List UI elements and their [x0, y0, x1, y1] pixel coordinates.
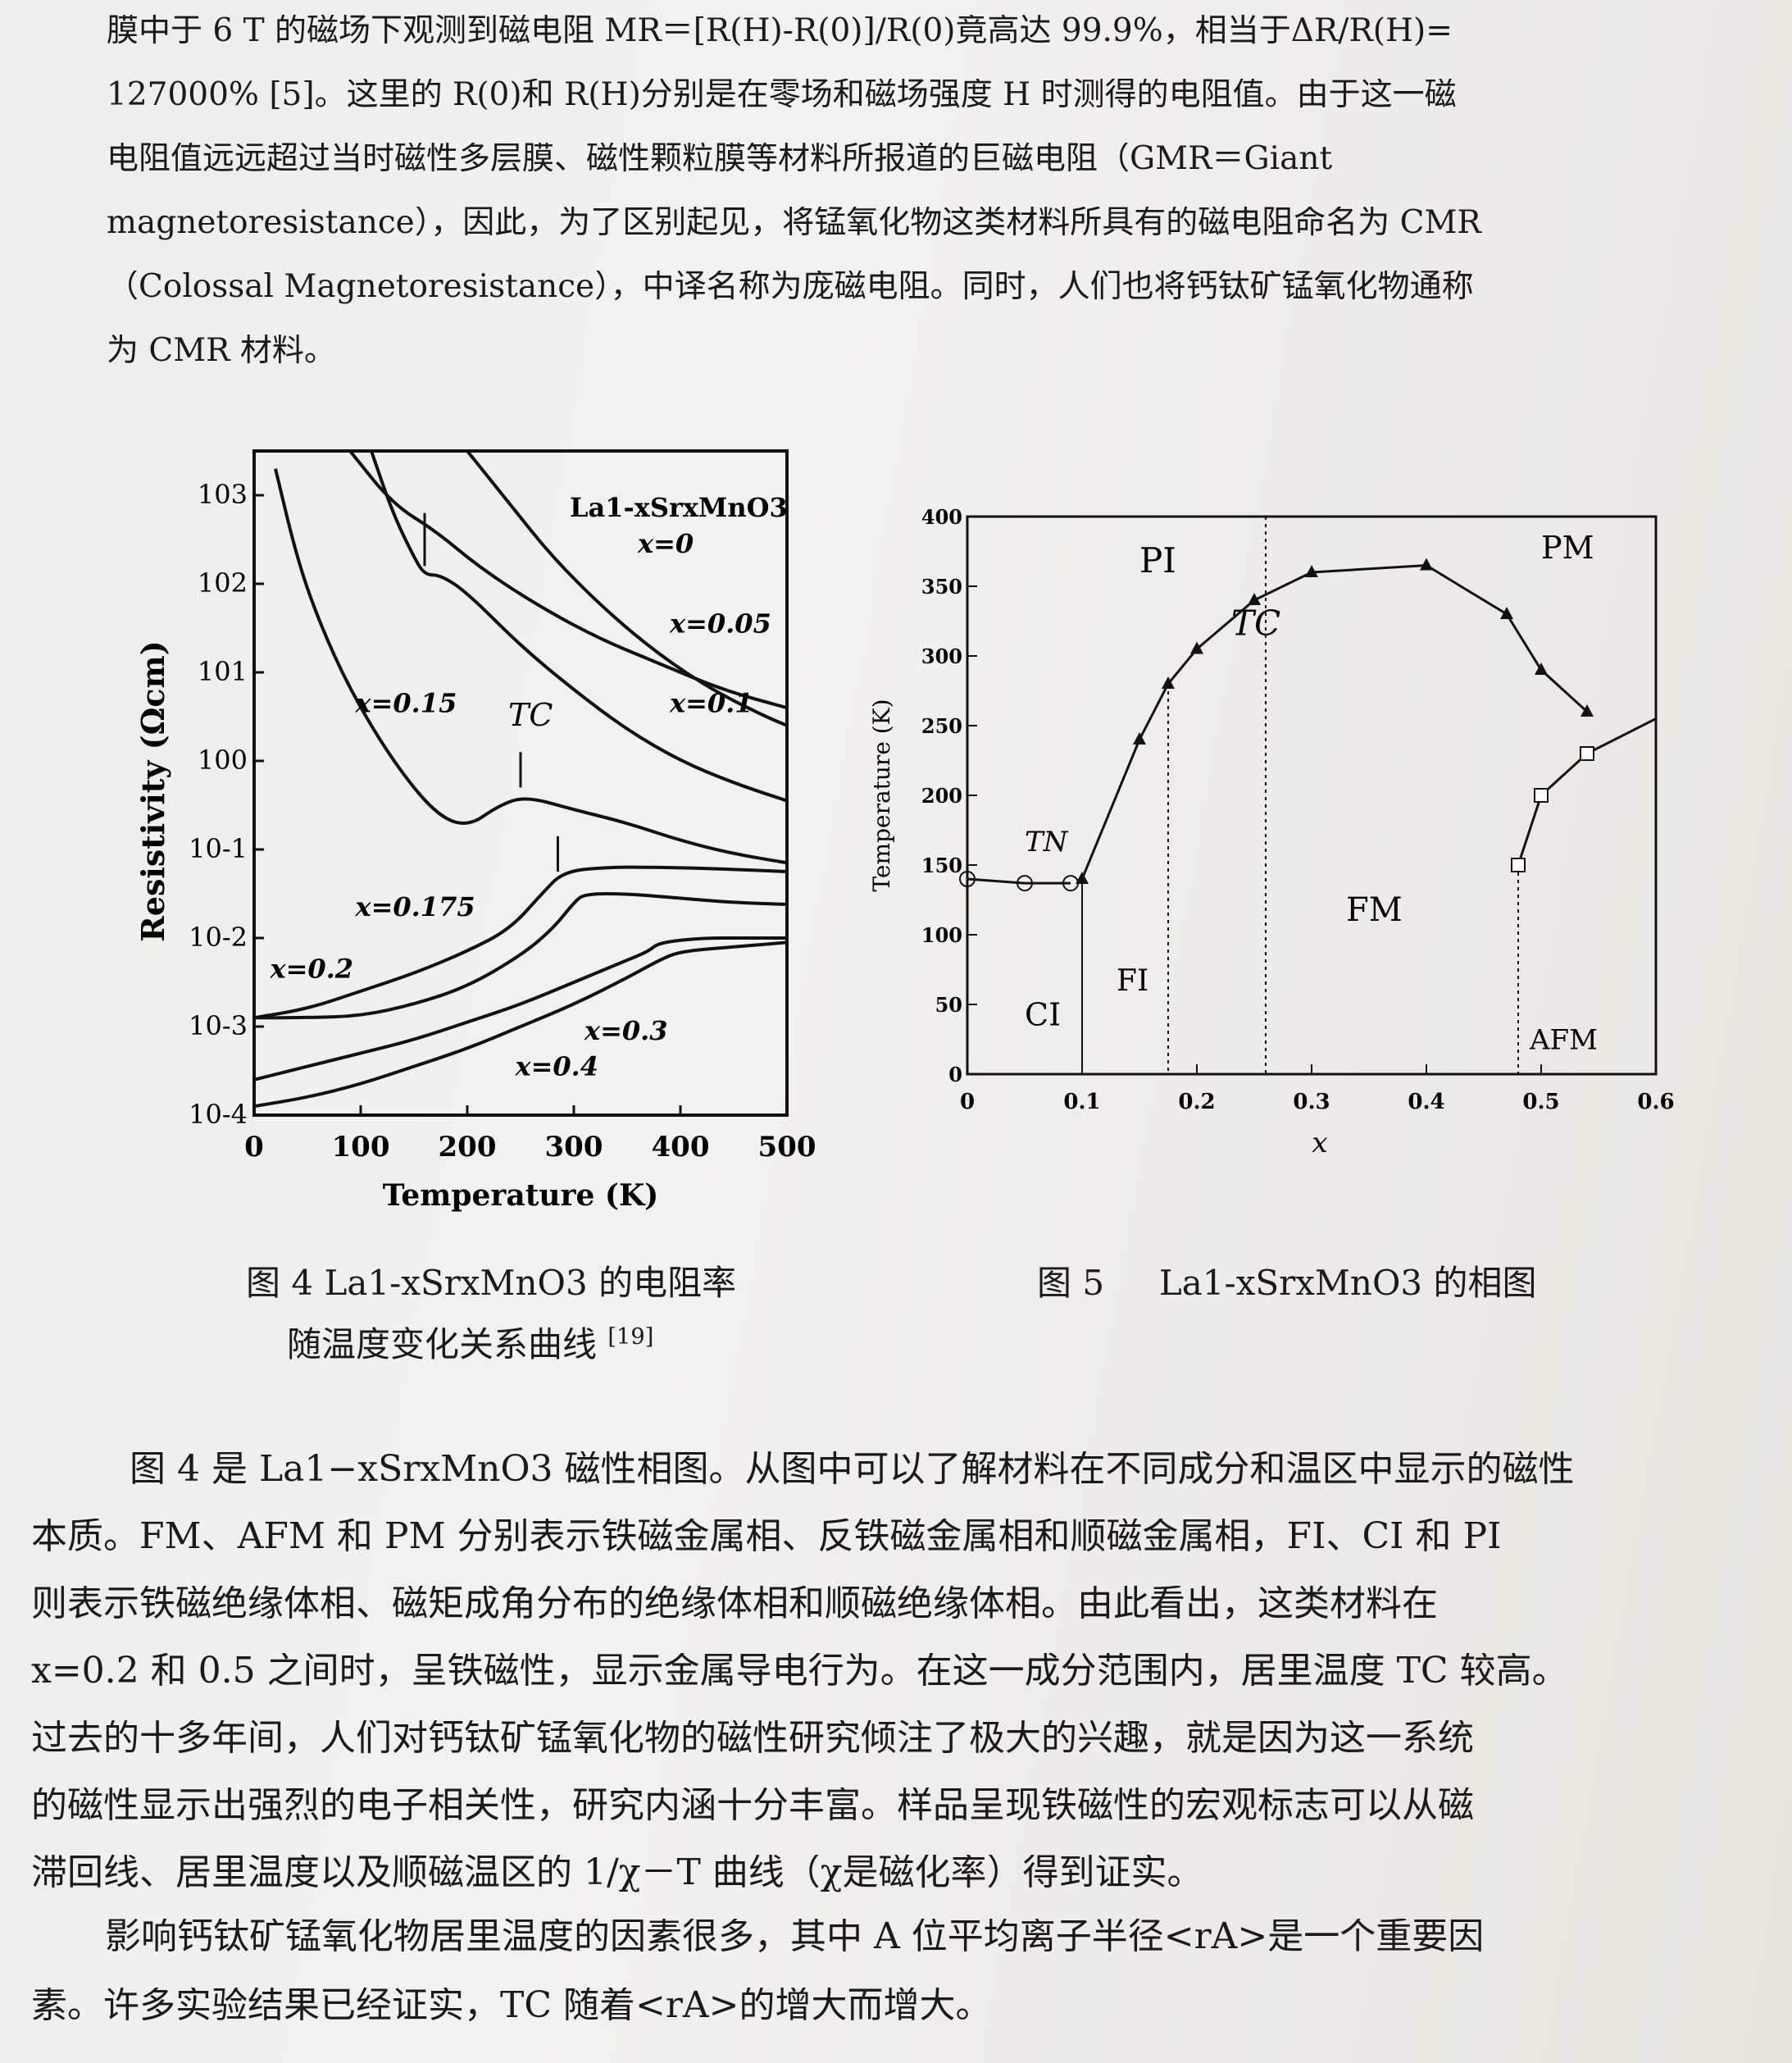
text-line: 的磁性显示出强烈的电子相关性，研究内涵十分丰富。样品呈现铁磁性的宏观标志可以从磁 [31, 1787, 1769, 1855]
caption-reference: [19] [607, 1324, 653, 1350]
phase-label: FI [1117, 964, 1148, 998]
data-point [1076, 872, 1089, 884]
caption-prefix: 图 5 [1037, 1263, 1104, 1303]
x-tick-label: 0.1 [1063, 1090, 1100, 1114]
y-tick-label: 300 [921, 644, 962, 668]
phase-label: CI [1025, 997, 1061, 1033]
paragraph-3: 影响钙钛矿锰氧化物居里温度的因素很多，其中 A 位平均离子半径<rA>是一个重要… [31, 1919, 1769, 2056]
text-line: 图 4 是 La1−xSrxMnO3 磁性相图。从图中可以了解材料在不同成分和温… [31, 1451, 1769, 1519]
data-point [1500, 607, 1513, 619]
x-tick-label: 0.2 [1178, 1090, 1215, 1114]
x-tick-label: 0 [960, 1090, 975, 1114]
series-label: x=0.175 [355, 891, 475, 922]
series-curve [275, 469, 787, 863]
figure-4-resistivity-chart: 0 100 200 300 400 500 10-4 10-3 10-2 10-1 100 101 10… [123, 426, 828, 1230]
x-tick-label: 0.5 [1522, 1090, 1559, 1114]
y-tick-label: 10-3 [189, 1010, 248, 1041]
phase-label: FM [1346, 891, 1403, 929]
series-curve [254, 868, 787, 1018]
x-tick-label: 0.3 [1293, 1090, 1330, 1114]
x-axis-label: x [1312, 1127, 1327, 1159]
data-point [1581, 747, 1594, 760]
phase-label: TN [1025, 826, 1069, 858]
plot-frame [967, 517, 1656, 1074]
data-point [1420, 558, 1433, 571]
data-point [1190, 642, 1203, 654]
tc-annotation: TC [508, 697, 553, 733]
x-tick-label: 0.6 [1637, 1090, 1674, 1114]
paragraph-2: 图 4 是 La1−xSrxMnO3 磁性相图。从图中可以了解材料在不同成分和温… [31, 1451, 1769, 1922]
text-line: 电阻值远远超过当时磁性多层膜、磁性颗粒膜等材料所报道的巨磁电阻（GMR＝Gian… [107, 143, 1713, 207]
y-tick-label: 250 [921, 714, 962, 738]
y-tick-label: 102 [198, 567, 248, 599]
figure-5-phase-diagram: 0 0.1 0.2 0.3 0.4 0.5 0.6 0 50 100 150 200 250 300 350… [853, 492, 1689, 1164]
data-point [1535, 789, 1548, 802]
y-tick-label: 100 [198, 745, 248, 776]
y-tick-label: 150 [921, 854, 962, 877]
y-tick-label: 200 [921, 784, 962, 808]
y-tick-label: 100 [921, 923, 962, 947]
series-label: x=0.05 [669, 608, 771, 639]
y-tick-label: 0 [948, 1063, 962, 1086]
text-line: magnetoresistance），因此，为了区别起见，将锰氧化物这类材料所具… [107, 207, 1713, 271]
y-tick-label: 10-1 [189, 833, 248, 864]
caption-prefix: 图 4 [246, 1263, 324, 1303]
data-point [1512, 858, 1525, 872]
figure-4-svg: 0 100 200 300 400 500 10-4 10-3 10-2 10-1 100 101 10… [123, 426, 828, 1230]
y-tick-label: 400 [921, 505, 962, 529]
x-tick-label: 200 [439, 1131, 497, 1164]
text-line: 127000% [5]。这里的 R(0)和 R(H)分别是在零场和磁场强度 H … [107, 79, 1713, 143]
y-axis-label: Temperature (K) [868, 699, 895, 891]
series-label: x=0.3 [584, 1015, 668, 1046]
text-line: 滞回线、居里温度以及顺磁温区的 1/χ－T 曲线（χ是磁化率）得到证实。 [31, 1855, 1769, 1922]
figure-5-caption: 图 5 La1-xSrxMnO3 的相图 [1037, 1263, 1536, 1304]
phase-label: PM [1541, 530, 1594, 566]
text-line: 素。许多实验结果已经证实，TC 随着<rA>的增大而增大。 [31, 1988, 1769, 2056]
paragraph-1: 膜中于 6 T 的磁场下观测到磁电阻 MR＝[R(H)-R(0)]/R(0)竟高… [107, 15, 1713, 398]
text-line: 本质。FM、AFM 和 PM 分别表示铁磁金属相、反铁磁金属相和顺磁金属相，FI… [31, 1519, 1769, 1586]
y-tick-label: 103 [198, 479, 248, 510]
y-tick-label: 10-4 [189, 1099, 248, 1130]
text-line: （Colossal Magnetoresistance），中译名称为庞磁电阻。同… [107, 271, 1713, 335]
text-line: 过去的十多年间，人们对钙钛矿锰氧化物的磁性研究倾注了极大的兴趣，就是因为这一系统 [31, 1720, 1769, 1787]
phase-curve [1082, 566, 1587, 880]
text-line: 则表示铁磁绝缘体相、磁矩成角分布的绝缘体相和顺磁绝缘体相。由此看出，这类材料在 [31, 1586, 1769, 1653]
y-tick-label: 350 [921, 575, 962, 599]
phase-label: AFM [1529, 1023, 1598, 1056]
x-axis-label: Temperature (K) [383, 1178, 659, 1213]
caption-formula: La1-xSrxMnO3 [324, 1263, 587, 1303]
series-curve [350, 451, 787, 708]
text-line: 为 CMR 材料。 [107, 335, 1713, 398]
x-tick-label: 0 [244, 1131, 264, 1164]
series-label: x=0.2 [270, 954, 354, 985]
figure-5-svg: 0 0.1 0.2 0.3 0.4 0.5 0.6 0 50 100 150 200 250 300 350… [853, 492, 1689, 1164]
series-label: x=0.4 [515, 1050, 599, 1082]
caption-suffix: 的相图 [1422, 1263, 1536, 1303]
text-line: 膜中于 6 T 的磁场下观测到磁电阻 MR＝[R(H)-R(0)]/R(0)竟高… [107, 15, 1713, 79]
data-point [1133, 732, 1146, 745]
caption-formula: La1-xSrxMnO3 [1159, 1263, 1422, 1303]
x-tick-label: 500 [758, 1131, 816, 1164]
x-tick-label: 100 [332, 1131, 390, 1164]
phase-label: TC [1231, 603, 1280, 644]
y-axis-label: Resistivity (Ωcm) [134, 640, 171, 941]
text-line: x=0.2 和 0.5 之间时，呈铁磁性，显示金属导电行为。在这一成分范围内，居… [31, 1653, 1769, 1720]
y-tick-label: 10-2 [189, 922, 248, 953]
chart-title: La1-xSrxMnO3 [570, 492, 788, 523]
y-tick-label: 50 [935, 993, 962, 1017]
caption-text: 随温度变化关系曲线 [287, 1324, 597, 1364]
series-label: x=0 [637, 528, 694, 559]
text-line: 影响钙钛矿锰氧化物居里温度的因素很多，其中 A 位平均离子半径<rA>是一个重要… [31, 1919, 1769, 1988]
series-label: x=0.1 [669, 688, 753, 719]
figure-4-caption-line-2: 随温度变化关系曲线 [19] [287, 1324, 653, 1365]
x-tick-label: 400 [652, 1131, 710, 1164]
y-tick-label: 101 [198, 656, 248, 687]
x-tick-label: 0.4 [1408, 1090, 1444, 1114]
phase-label: PI [1139, 540, 1176, 581]
caption-suffix: 的电阻率 [588, 1263, 736, 1303]
series-label: x=0.15 [355, 688, 457, 719]
x-tick-label: 300 [545, 1131, 603, 1164]
figure-4-caption-line-1: 图 4 La1-xSrxMnO3 的电阻率 [246, 1263, 736, 1304]
